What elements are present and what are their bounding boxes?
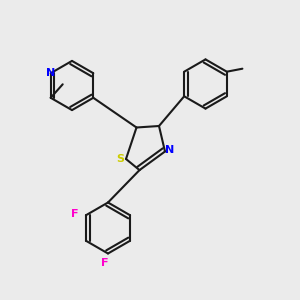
Text: N: N: [165, 145, 174, 155]
Text: F: F: [101, 257, 108, 268]
Text: N: N: [46, 68, 55, 78]
Text: F: F: [71, 209, 78, 219]
Text: S: S: [117, 154, 124, 164]
